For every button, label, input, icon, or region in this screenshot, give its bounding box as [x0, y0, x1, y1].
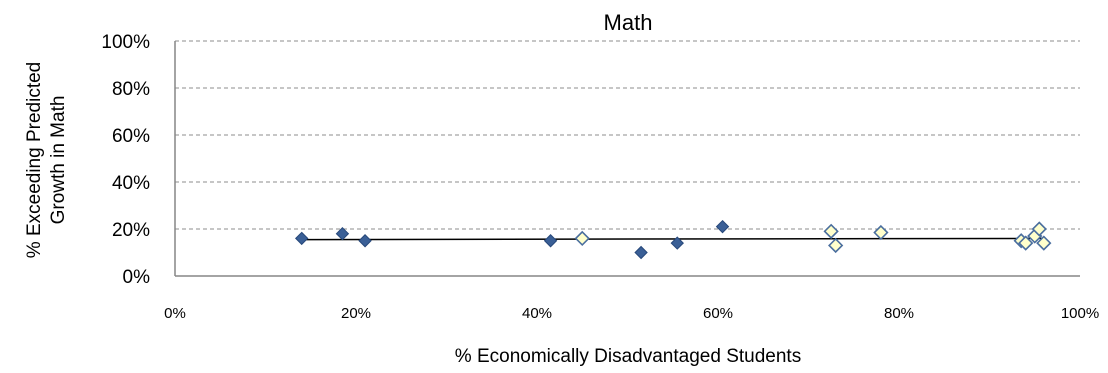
data-point-filled	[634, 245, 648, 260]
data-point-filled	[543, 234, 558, 248]
data-point-hollow	[823, 223, 839, 239]
x-tick-label: 0%	[164, 305, 186, 322]
trendline	[301, 237, 1044, 241]
data-point-hollow	[873, 224, 889, 241]
x-tick-label: 60%	[703, 305, 733, 322]
x-tick-label: 20%	[341, 305, 371, 322]
x-tick-label: 100%	[1061, 305, 1099, 322]
data-point-hollow	[828, 237, 844, 254]
data-point-hollow	[574, 230, 590, 247]
x-axis-title: % Economically Disadvantaged Students	[455, 346, 801, 367]
points-layer	[294, 219, 1052, 260]
data-point-filled	[335, 226, 350, 241]
y-tick-label: 80%	[112, 79, 150, 100]
y-axis-title: % Exceeding Predicted Growth in Math	[24, 62, 69, 258]
y-axis-title-line-2: Growth in Math	[48, 96, 69, 225]
x-tick-label: 80%	[884, 305, 914, 322]
data-point-filled	[358, 234, 372, 248]
y-axis-title-line-1: % Exceeding Predicted	[24, 62, 45, 258]
data-point-hollow	[1036, 235, 1052, 251]
data-point-hollow	[1031, 221, 1047, 237]
data-point-filled	[294, 231, 309, 246]
data-point-hollow	[1018, 235, 1034, 251]
y-tick-label: 0%	[123, 267, 151, 288]
y-tick-label: 60%	[112, 126, 150, 147]
y-tick-label: 20%	[112, 220, 150, 241]
x-tick-label: 40%	[522, 305, 552, 322]
trendline-layer	[301, 237, 1044, 241]
grid-layer	[174, 40, 1080, 277]
data-point-filled	[715, 219, 730, 234]
x-tick-labels: 0% 20% 40% 60% 80% 100%	[164, 305, 1099, 322]
chart-title: Math	[604, 10, 653, 35]
data-point-filled	[670, 236, 684, 250]
y-tick-label: 100%	[101, 32, 150, 53]
y-tick-labels: 0% 20% 40% 60% 80% 100%	[101, 32, 150, 288]
y-tick-label: 40%	[112, 173, 150, 194]
